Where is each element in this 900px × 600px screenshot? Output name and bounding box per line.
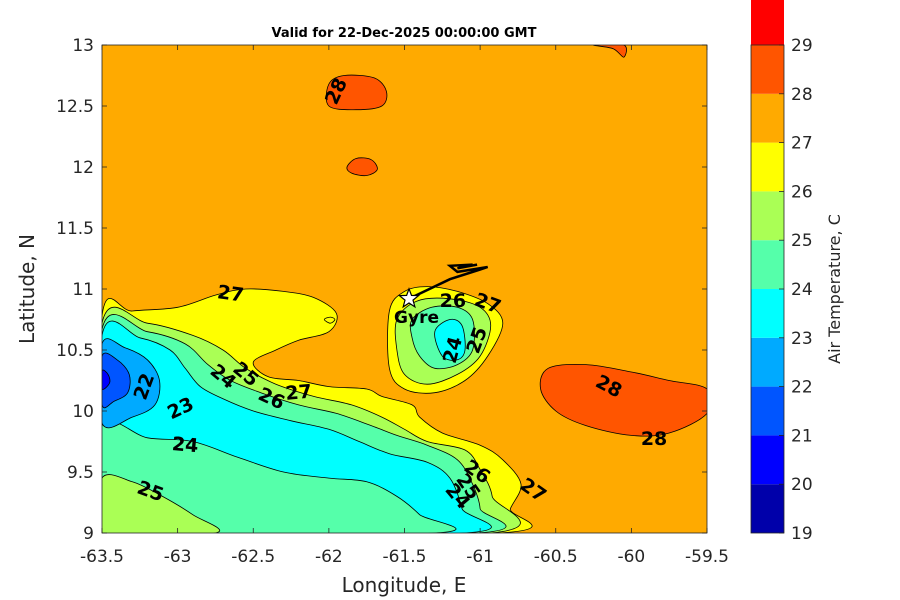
colorbar-tick-label-2: 21 [791,426,813,446]
contour-label-8: 24 [171,433,199,457]
colorbar [751,0,784,533]
contour-region-20-12 [102,369,111,390]
x-tick-label-4: -61.5 [383,547,427,567]
y-tick-label-7: 12.5 [56,97,94,117]
colorbar-tick-label-1: 20 [791,475,813,495]
x-tick-label-5: -61 [466,547,494,567]
colorbar-swatch-19 [751,484,784,533]
contour-label-7: 27 [284,381,312,405]
y-tick-label-2: 10 [72,402,94,422]
y-tick-label-3: 10.5 [56,341,94,361]
colorbar-tick-label-0: 19 [791,524,813,544]
y-axis-ticks: 9 9.5 10 10.5 11 11.5 12 12.5 13 [56,36,707,544]
glider-position-star-icon [397,287,421,309]
contour-label-15: 28 [641,428,667,450]
colorbar-tick-label-10: 29 [791,36,813,56]
colorbar-swatch-29 [751,0,784,45]
contour-region-25-9 [102,474,220,533]
contour-region-23-7 [434,318,466,361]
contour-region-28-13 [539,363,707,437]
contour-region-28-14 [325,74,388,111]
y-tick-label-4: 11 [72,280,94,300]
colorbar-tick-label-9: 28 [791,85,813,105]
contour-label-10: 26 [440,290,466,312]
colorbar-swatch-22 [751,337,784,387]
chart-title: Valid for 22-Dec-2025 00:00:00 GMT [272,26,537,41]
contour-region-21-11 [102,352,131,409]
x-tick-label-8: -59.5 [685,547,729,567]
y-tick-label-0: 9 [83,524,94,544]
y-tick-label-8: 13 [72,36,94,56]
x-tick-label-1: -63 [164,547,192,567]
y-tick-label-5: 11.5 [56,219,94,239]
colorbar-tick-label-3: 22 [791,378,813,398]
x-tick-label-2: -62.5 [231,547,275,567]
colorbar-swatch-25 [751,191,784,241]
y-tick-label-1: 9.5 [67,463,94,483]
x-tick-label-7: -60 [617,547,645,567]
contour-fills [102,45,707,533]
contour-region-28-17 [593,45,627,58]
colorbar-tick-label-5: 24 [791,280,813,300]
y-tick-label-6: 12 [72,158,94,178]
contour-region-24-8 [102,420,457,533]
x-tick-label-6: -60.5 [534,547,578,567]
glider-track [408,263,489,300]
glider-name-label: Gyre [394,308,439,328]
x-tick-label-0: -63.5 [80,547,124,567]
colorbar-swatch-20 [751,435,784,485]
colorbar-swatch-28 [751,45,784,94]
colorbar-tick-label-6: 25 [791,231,813,251]
colorbar-tick-label-8: 27 [791,134,813,154]
colorbar-swatch-24 [751,240,784,289]
colorbar-swatch-21 [751,386,784,436]
colorbar-ticks: 19 20 21 22 23 24 25 26 27 28 29 [779,36,813,544]
x-tick-label-3: -62 [315,547,343,567]
glider-track-layer: Gyre [394,263,489,328]
colorbar-tick-label-7: 26 [791,182,813,202]
x-axis-ticks: -63.5 -63 -62.5 -62 -61.5 -61 -60.5 -60 -59.5 [80,45,729,567]
colorbar-swatch-23 [751,289,784,338]
colorbar-label: Air Temperature, C [825,214,844,364]
contour-region-26-15 [323,316,336,324]
contour-region-28-16 [346,157,378,177]
x-axis-label: Longitude, E [342,573,467,597]
colorbar-swatch-27 [751,93,784,143]
colorbar-tick-label-4: 23 [791,329,813,349]
colorbar-swatch-26 [751,142,784,192]
contour-label-1: 27 [216,281,245,306]
y-axis-label: Latitude, N [15,234,39,344]
